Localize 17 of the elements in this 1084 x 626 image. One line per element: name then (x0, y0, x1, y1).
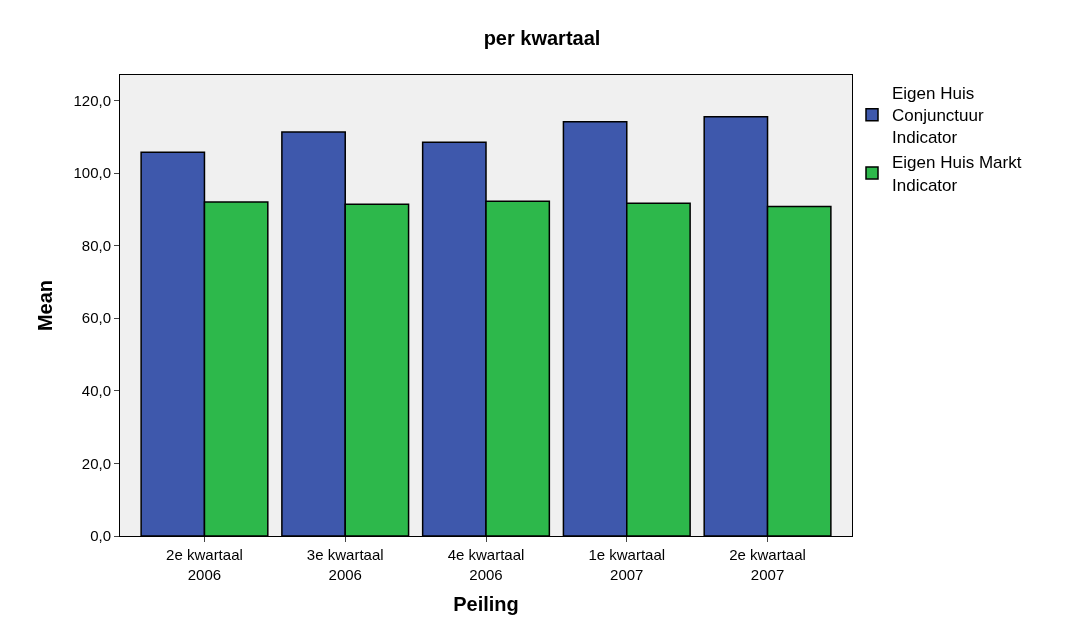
chart-title: per kwartaal (483, 27, 601, 50)
y-tick-label: 100,0 (73, 164, 111, 182)
y-tick-label: 80,0 (81, 236, 111, 254)
legend-label: Eigen Huis Conjunctuur Indicator (892, 84, 984, 148)
x-tick-label: 2e kwartaal 2006 (166, 546, 243, 583)
x-tick-label: 1e kwartaal 2007 (588, 546, 666, 583)
x-tick-label: 3e kwartaal 2006 (306, 546, 384, 583)
legend-label: Eigen Huis Markt Indicator (892, 153, 1022, 195)
y-tick-label: 40,0 (81, 382, 111, 400)
y-tick-label: 20,0 (81, 454, 111, 472)
x-tick-label: 2e kwartaal 2007 (729, 546, 806, 583)
y-axis-title: Mean (33, 279, 56, 332)
y-tick-label: 0,0 (90, 527, 111, 545)
y-tick-label: 120,0 (73, 91, 111, 109)
x-axis-title: Peiling (453, 593, 519, 615)
y-tick-label: 60,0 (81, 309, 111, 327)
x-tick-label: 4e kwartaal 2006 (447, 546, 525, 583)
